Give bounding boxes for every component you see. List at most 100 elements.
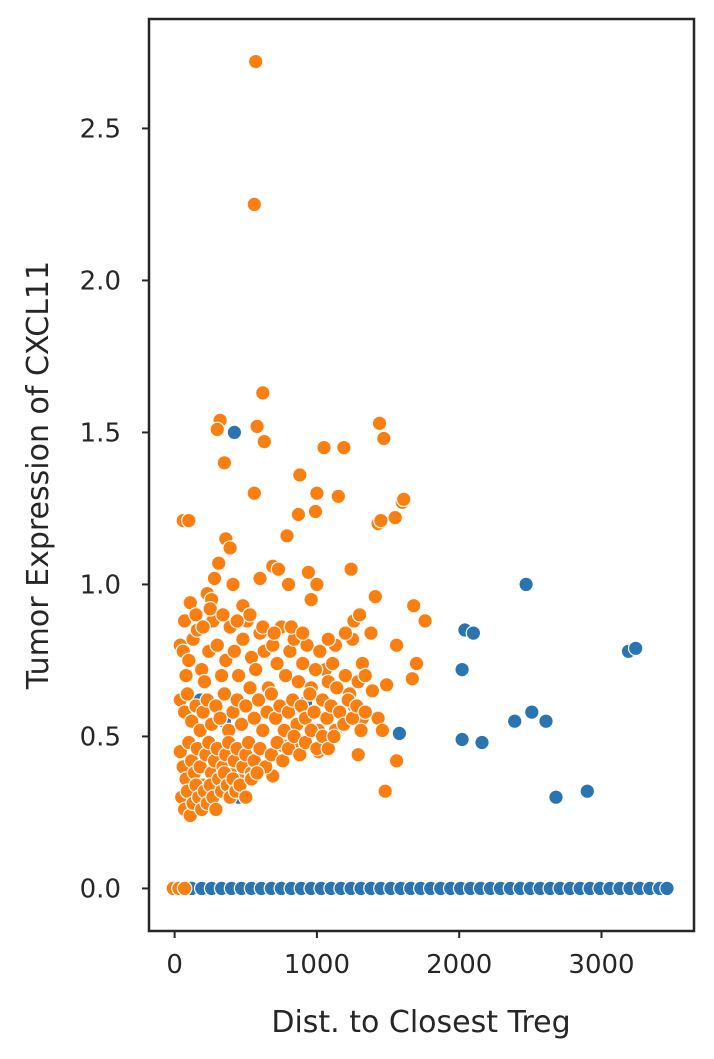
data-point bbox=[454, 661, 470, 678]
data-point bbox=[178, 667, 194, 684]
data-point bbox=[215, 606, 231, 623]
data-point bbox=[279, 527, 295, 544]
data-point bbox=[176, 880, 193, 897]
data-point bbox=[627, 640, 644, 657]
data-point bbox=[309, 576, 325, 593]
data-point bbox=[195, 619, 211, 635]
data-point bbox=[252, 570, 268, 587]
data-point bbox=[270, 561, 287, 577]
data-point bbox=[353, 722, 369, 739]
data-point bbox=[196, 673, 213, 690]
data-point bbox=[454, 731, 470, 748]
data-point bbox=[294, 655, 311, 672]
data-point bbox=[523, 704, 540, 720]
data-point bbox=[343, 561, 359, 577]
data-point bbox=[659, 880, 675, 897]
x-tick-label: 3000 bbox=[568, 950, 634, 980]
data-points bbox=[165, 53, 675, 897]
plot-frame bbox=[147, 17, 696, 933]
data-point bbox=[256, 433, 273, 450]
data-point bbox=[579, 783, 596, 799]
data-point bbox=[336, 439, 352, 456]
data-point bbox=[238, 698, 254, 714]
data-point bbox=[357, 704, 374, 720]
data-point bbox=[235, 631, 251, 647]
data-point bbox=[306, 704, 322, 720]
data-point bbox=[226, 424, 243, 441]
data-point bbox=[363, 625, 379, 641]
y-tick-label: 2.5 bbox=[80, 114, 121, 144]
data-point bbox=[404, 670, 421, 687]
x-tick-label: 2000 bbox=[426, 950, 492, 980]
data-point bbox=[280, 576, 297, 593]
y-axis-label: Tumor Expression of CXCL11 bbox=[21, 261, 56, 690]
data-point bbox=[210, 555, 227, 571]
data-point bbox=[548, 789, 564, 805]
data-point bbox=[179, 686, 196, 702]
data-point bbox=[373, 512, 389, 529]
data-point bbox=[225, 576, 241, 593]
data-point bbox=[351, 606, 368, 623]
data-point bbox=[388, 637, 405, 653]
data-point bbox=[238, 789, 254, 805]
data-point bbox=[254, 385, 271, 401]
data-point bbox=[405, 597, 422, 614]
data-point bbox=[213, 667, 230, 684]
data-point bbox=[518, 576, 534, 593]
data-point bbox=[290, 673, 307, 690]
data-point bbox=[269, 655, 285, 672]
data-point bbox=[206, 570, 223, 587]
data-point bbox=[291, 467, 308, 483]
data-point bbox=[242, 606, 258, 623]
data-point bbox=[303, 591, 319, 608]
data-point bbox=[290, 506, 307, 523]
data-point bbox=[367, 588, 384, 605]
data-point bbox=[301, 686, 318, 702]
data-point bbox=[300, 564, 317, 581]
data-point bbox=[181, 512, 197, 529]
x-axis-label: Dist. to Closest Treg bbox=[271, 1005, 570, 1040]
data-point bbox=[320, 631, 337, 647]
y-tick-label: 1.0 bbox=[80, 570, 121, 600]
data-point bbox=[222, 540, 238, 556]
data-point bbox=[378, 676, 395, 693]
y-tick-label: 1.5 bbox=[80, 418, 121, 448]
data-point bbox=[388, 752, 405, 769]
y-tick-label: 0.0 bbox=[80, 874, 121, 904]
data-point bbox=[277, 667, 294, 684]
data-point bbox=[377, 783, 393, 799]
data-point bbox=[247, 53, 264, 70]
data-point bbox=[242, 679, 258, 696]
x-tick-label: 0 bbox=[166, 950, 183, 980]
data-point bbox=[294, 625, 311, 641]
data-point bbox=[387, 509, 403, 526]
data-point bbox=[246, 710, 263, 726]
data-point bbox=[266, 625, 282, 641]
data-point bbox=[375, 430, 392, 447]
data-point bbox=[330, 488, 347, 505]
x-tick-label: 1000 bbox=[284, 950, 350, 980]
data-point bbox=[233, 716, 250, 733]
data-point bbox=[395, 491, 412, 508]
data-point bbox=[249, 765, 265, 781]
data-point bbox=[474, 734, 490, 751]
data-point bbox=[249, 418, 265, 435]
data-point bbox=[246, 485, 263, 501]
data-point bbox=[364, 682, 381, 699]
data-point bbox=[254, 722, 271, 739]
data-point bbox=[202, 600, 218, 617]
data-point bbox=[350, 746, 366, 763]
data-point bbox=[357, 667, 374, 684]
data-point bbox=[391, 725, 408, 742]
y-axis: 0.0 0.5 1.0 1.5 2.0 2.5 bbox=[80, 114, 149, 904]
y-tick-label: 0.5 bbox=[80, 722, 121, 752]
x-axis: 0 1000 2000 3000 bbox=[166, 931, 635, 980]
data-point bbox=[307, 661, 324, 678]
data-point bbox=[226, 643, 243, 660]
data-point bbox=[371, 415, 388, 432]
data-point bbox=[263, 686, 280, 702]
data-point bbox=[538, 713, 554, 729]
data-point bbox=[506, 713, 523, 729]
data-point bbox=[307, 503, 324, 520]
data-point bbox=[374, 722, 391, 739]
